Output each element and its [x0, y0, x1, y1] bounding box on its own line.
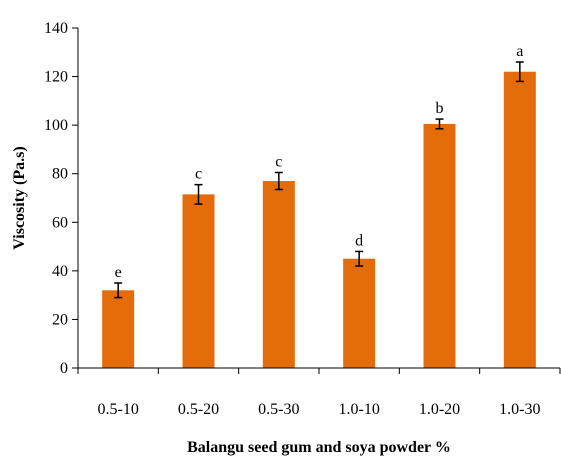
y-tick-label: 100 — [44, 117, 68, 134]
x-tick-label: 1.0-30 — [499, 401, 540, 418]
x-axis-ticks: 0.5-10 0.5-20 0.5-30 1.0-10 1.0-20 1.0-30 — [77, 368, 561, 418]
y-tick-label: 140 — [44, 20, 68, 37]
significance-letter: b — [436, 100, 444, 117]
significance-letter: c — [195, 166, 202, 183]
significance-letter: e — [115, 264, 122, 281]
bars — [102, 71, 536, 368]
y-tick-label: 120 — [44, 69, 68, 86]
error-bar — [114, 282, 123, 299]
y-tick-label: 0 — [60, 360, 68, 377]
x-tick-label: 0.5-10 — [98, 401, 139, 418]
bar — [423, 123, 456, 368]
x-tick-label: 0.5-30 — [258, 401, 299, 418]
y-tick-label: 80 — [52, 166, 68, 183]
y-tick-label: 20 — [52, 311, 68, 328]
bar — [503, 71, 536, 368]
error-bar — [274, 171, 283, 191]
y-axis-title: Viscosity (Pa.s) — [11, 146, 28, 249]
bar — [102, 290, 135, 368]
error-bar — [355, 250, 364, 267]
x-axis-title: Balangu seed gum and soya powder % — [187, 439, 451, 456]
x-tick-label: 0.5-20 — [178, 401, 219, 418]
x-tick-label: 1.0-10 — [339, 401, 380, 418]
error-bar — [435, 118, 444, 130]
significance-letter: a — [516, 43, 523, 60]
y-tick-label: 40 — [52, 263, 68, 280]
bar — [343, 258, 376, 368]
bar — [262, 181, 295, 368]
error-bar — [515, 61, 524, 83]
significance-letters: e c c d b a — [115, 43, 524, 281]
error-bar — [194, 183, 203, 205]
x-tick-label: 1.0-20 — [419, 401, 460, 418]
error-bars — [114, 61, 524, 299]
y-tick-label: 60 — [52, 214, 68, 231]
significance-letter: d — [355, 232, 363, 249]
bar — [182, 194, 215, 368]
significance-letter: c — [275, 154, 282, 171]
y-axis-ticks: 0 20 40 60 80 100 120 140 — [44, 20, 78, 377]
